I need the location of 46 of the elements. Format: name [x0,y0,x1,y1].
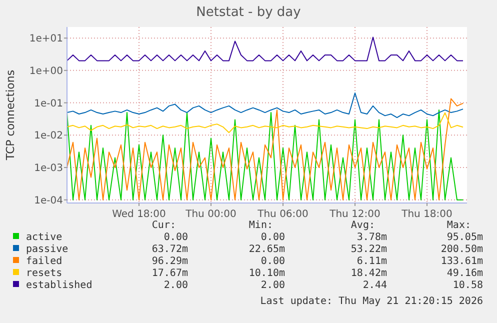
x-tick-label: Wed 18:00 [112,209,166,220]
x-tick-label: Thu 12:00 [328,209,380,220]
y-tick-label: 1e-01 [34,98,63,110]
text: 200.50m [440,244,483,255]
x-tick-label: Thu 06:00 [256,209,308,220]
text: 0.00 [260,232,285,243]
legend-label: failed [26,256,62,267]
text: 3.78m [356,232,387,243]
text: 10.58 [452,280,483,291]
line-series [66,92,464,118]
y-tick-label: 1e+01 [29,34,63,45]
text: 2.00 [164,280,188,291]
text: 95.05m [446,232,483,243]
text: 10.10m [248,268,285,279]
text: Max: [446,220,471,231]
text: Min: [248,220,273,231]
text: 53.22m [350,244,387,255]
text: 6.11m [356,256,387,267]
line-series [66,36,464,62]
y-tick-label: 1e+00 [29,66,63,77]
y-tick-label: 1e-02 [34,130,63,142]
text: 96.29m [152,256,188,267]
text: 133.61m [440,256,483,267]
legend-label: resets [26,268,62,279]
text: 18.42m [350,268,387,279]
line-series [66,112,464,134]
text: Avg: [350,220,375,231]
y-tick-label: 1e-04 [34,195,63,206]
legend-label: passive [26,244,68,255]
text: 0.00 [164,232,188,243]
legend-label: established [26,280,92,291]
text: 2.00 [260,280,285,291]
text: Cur: [152,220,176,231]
text: 22.65m [248,244,285,255]
text: 0.00 [260,256,285,267]
y-axis-title: TCP connections [4,70,17,162]
x-tick-label: Thu 18:00 [400,209,452,220]
legend-label: active [26,232,62,243]
x-tick-label: Thu 00:00 [184,209,236,220]
text: 49.16m [446,268,483,279]
text: Last update: Thu May 21 21:20:15 2026 [260,296,483,307]
text: 17.67m [152,268,188,279]
chart-title: Netstat - by day [196,5,302,20]
text: 63.72m [152,244,188,255]
y-tick-label: 1e-03 [34,163,63,174]
text: 2.44 [362,280,387,291]
